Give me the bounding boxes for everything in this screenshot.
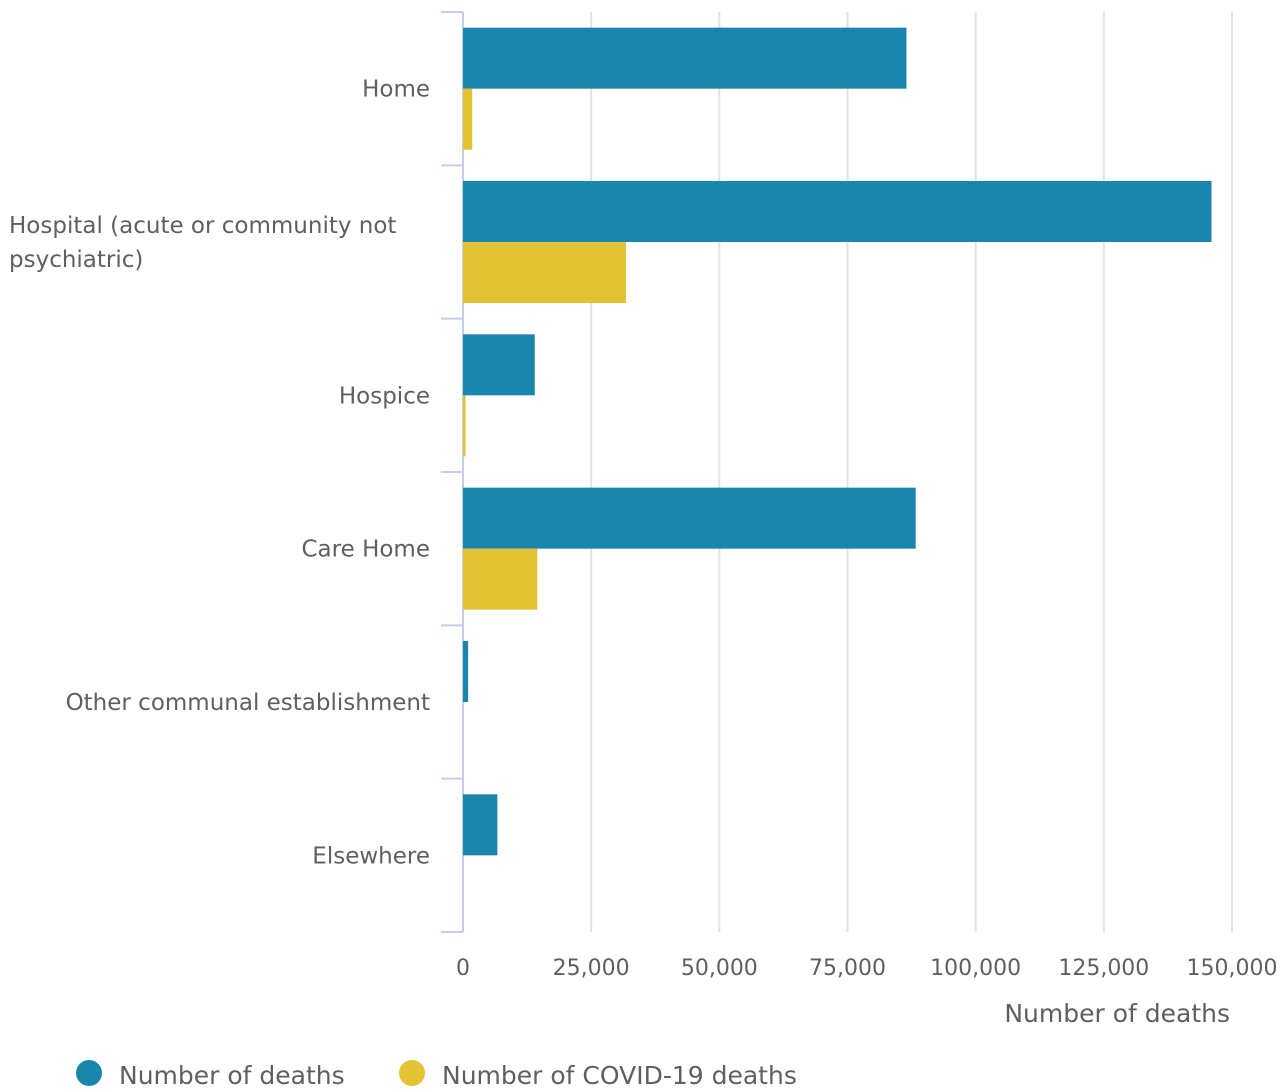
category-label: Elsewhere xyxy=(312,843,430,869)
category-label: Hospital (acute or community not psychiat… xyxy=(9,213,396,273)
x-tick-label: 0 xyxy=(456,956,470,981)
legend-label: Number of COVID-19 deaths xyxy=(442,1061,797,1090)
legend-marker xyxy=(76,1060,102,1086)
category-label: Other communal establishment xyxy=(66,690,430,716)
x-tick-label: 75,000 xyxy=(809,956,886,981)
category-label: Hospice xyxy=(339,383,430,409)
x-axis-title: Number of deaths xyxy=(1004,999,1230,1028)
category-label: Home xyxy=(362,77,430,103)
bar-covid-deaths xyxy=(463,548,538,610)
bar-deaths xyxy=(463,334,535,396)
legend-marker xyxy=(399,1060,425,1086)
gridlines xyxy=(590,12,1233,932)
bar-covid-deaths xyxy=(463,88,473,150)
bar-deaths xyxy=(463,487,916,549)
x-tick-label: 25,000 xyxy=(553,956,630,981)
legend-label: Number of deaths xyxy=(119,1061,345,1090)
x-tick-label: 150,000 xyxy=(1187,956,1278,981)
bar-covid-deaths xyxy=(463,242,627,303)
x-tick-label: 100,000 xyxy=(930,956,1021,981)
legend: Number of deaths Number of COVID-19 death… xyxy=(76,1060,797,1090)
x-tick-label: 125,000 xyxy=(1058,956,1149,981)
category-labels: Home Hospital (acute or community not psyc… xyxy=(9,77,430,870)
x-tick-labels: 0 25,000 50,000 75,000 100,000 125,000 150,000 xyxy=(456,956,1277,981)
x-tick-label: 50,000 xyxy=(681,956,758,981)
bar-deaths xyxy=(463,641,469,702)
bar-deaths xyxy=(463,794,498,856)
bar-deaths xyxy=(463,181,1212,242)
y-axis xyxy=(441,11,464,933)
category-label: Care Home xyxy=(302,537,431,563)
bar-covid-deaths xyxy=(463,395,466,457)
bars xyxy=(463,27,1212,856)
bar-deaths xyxy=(463,27,907,89)
